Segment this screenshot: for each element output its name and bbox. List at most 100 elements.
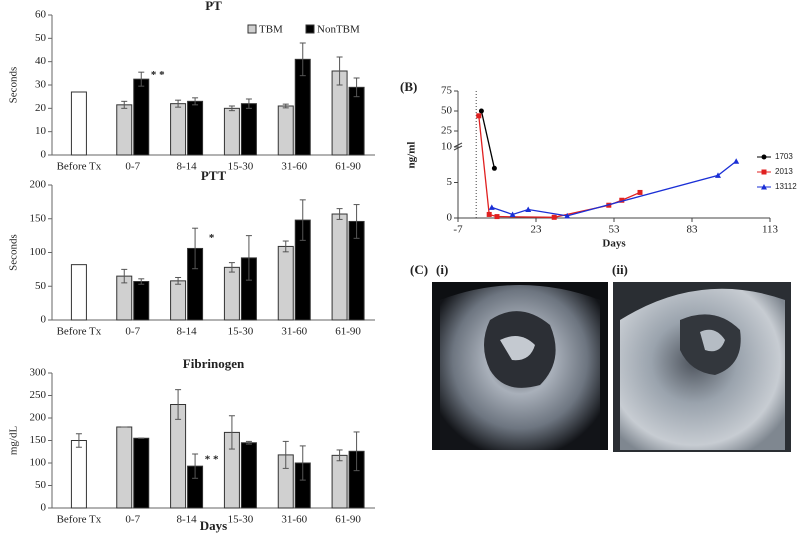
point	[509, 211, 516, 217]
series-line	[480, 110, 496, 169]
annotation: *	[209, 232, 215, 244]
x-tick-label: Before Tx	[57, 161, 102, 173]
x-tick-label: 113	[762, 224, 779, 236]
y-tick-label: 50	[35, 280, 47, 292]
bar	[348, 86, 365, 156]
axis-break	[453, 145, 463, 151]
bar	[116, 104, 133, 156]
y-tick-label: 60	[35, 9, 47, 21]
bar	[240, 103, 257, 156]
bar	[331, 454, 348, 509]
bar	[223, 266, 240, 321]
bar	[277, 105, 294, 156]
y-axis-label: Seconds	[8, 234, 20, 271]
point	[619, 197, 625, 203]
point	[478, 108, 484, 114]
x-tick-label: 31-60	[281, 161, 307, 173]
legend-label: NonTBM	[317, 24, 360, 36]
point	[525, 206, 532, 212]
y-tick-label: 25	[441, 125, 453, 137]
y-tick-label: 75	[441, 85, 453, 97]
ultrasound-ii	[613, 282, 791, 452]
y-tick-label: 250	[30, 389, 47, 401]
bar	[133, 281, 150, 321]
x-tick-label: 83	[687, 224, 699, 236]
point	[733, 158, 740, 164]
series-line	[478, 115, 641, 218]
legend-label: 13112	[775, 182, 797, 191]
image-label: (i)	[436, 262, 448, 277]
legend-marker	[761, 184, 767, 190]
y-tick-label: 200	[30, 412, 47, 424]
x-tick-label: Before Tx	[57, 514, 102, 526]
chart-title: PTT	[201, 168, 227, 183]
image-label: (ii)	[612, 262, 628, 277]
legend-marker	[761, 154, 767, 160]
y-tick-label: 10	[35, 125, 47, 137]
y-tick-label: 150	[30, 434, 47, 446]
x-tick-label: 53	[609, 224, 621, 236]
y-tick-label: 50	[441, 105, 453, 117]
x-tick-label: 31-60	[281, 514, 307, 526]
x-tick-label: 23	[531, 224, 543, 236]
y-tick-label: 150	[30, 212, 47, 224]
y-tick-label: 50	[35, 479, 47, 491]
x-tick-label: 61-90	[335, 161, 361, 173]
annotation: * *	[151, 69, 165, 81]
y-tick-label: 10	[441, 141, 453, 153]
point	[637, 189, 643, 195]
ultrasound-i	[432, 282, 608, 450]
y-tick-label: 50	[35, 32, 47, 44]
point	[491, 165, 497, 171]
x-tick-label: 15-30	[228, 161, 254, 173]
axis-break	[453, 142, 463, 148]
x-tick-label: 15-30	[228, 514, 254, 526]
point	[476, 113, 482, 119]
y-axis-label: ng/ml	[406, 142, 418, 169]
bar	[70, 91, 87, 156]
bar	[240, 442, 257, 509]
legend-swatch	[247, 24, 257, 34]
bar	[170, 103, 187, 156]
legend-marker	[761, 169, 767, 175]
x-tick-label: 8-14	[176, 161, 197, 173]
x-tick-label: Before Tx	[57, 326, 102, 338]
y-tick-label: 0	[41, 502, 47, 514]
x-tick-label: 61-90	[335, 514, 361, 526]
x-axis-label: Days	[200, 518, 227, 533]
legend-label: TBM	[259, 24, 283, 36]
x-tick-label: 0-7	[125, 326, 140, 338]
bar	[133, 78, 150, 156]
y-tick-label: 40	[35, 55, 47, 67]
y-tick-label: 100	[30, 457, 47, 469]
legend-swatch	[305, 24, 315, 34]
x-tick-label: 0-7	[125, 514, 140, 526]
y-tick-label: 200	[30, 179, 47, 191]
bar	[133, 437, 150, 509]
x-tick-label: 8-14	[176, 514, 197, 526]
y-tick-label: 0	[41, 314, 47, 326]
point	[494, 214, 500, 220]
point	[564, 212, 571, 219]
y-tick-label: 300	[30, 367, 47, 379]
x-tick-label: -7	[453, 224, 463, 236]
bar	[70, 264, 87, 321]
point	[486, 211, 492, 217]
chart-title: PT	[205, 0, 222, 13]
x-tick-label: 15-30	[228, 326, 254, 338]
bar	[187, 100, 204, 156]
x-tick-label: 31-60	[281, 326, 307, 338]
y-tick-label: 30	[35, 79, 47, 91]
chart-title: Fibrinogen	[183, 356, 245, 371]
y-axis-label: Seconds	[8, 67, 20, 104]
y-tick-label: 100	[30, 246, 47, 258]
bar	[277, 245, 294, 321]
y-tick-label: 0	[447, 212, 453, 224]
y-tick-label: 5	[447, 176, 453, 188]
y-tick-label: 0	[41, 149, 47, 161]
legend-label: 2013	[775, 167, 793, 176]
series-line	[491, 160, 737, 217]
panel-label: (B)	[400, 79, 417, 94]
x-tick-label: 8-14	[176, 326, 197, 338]
